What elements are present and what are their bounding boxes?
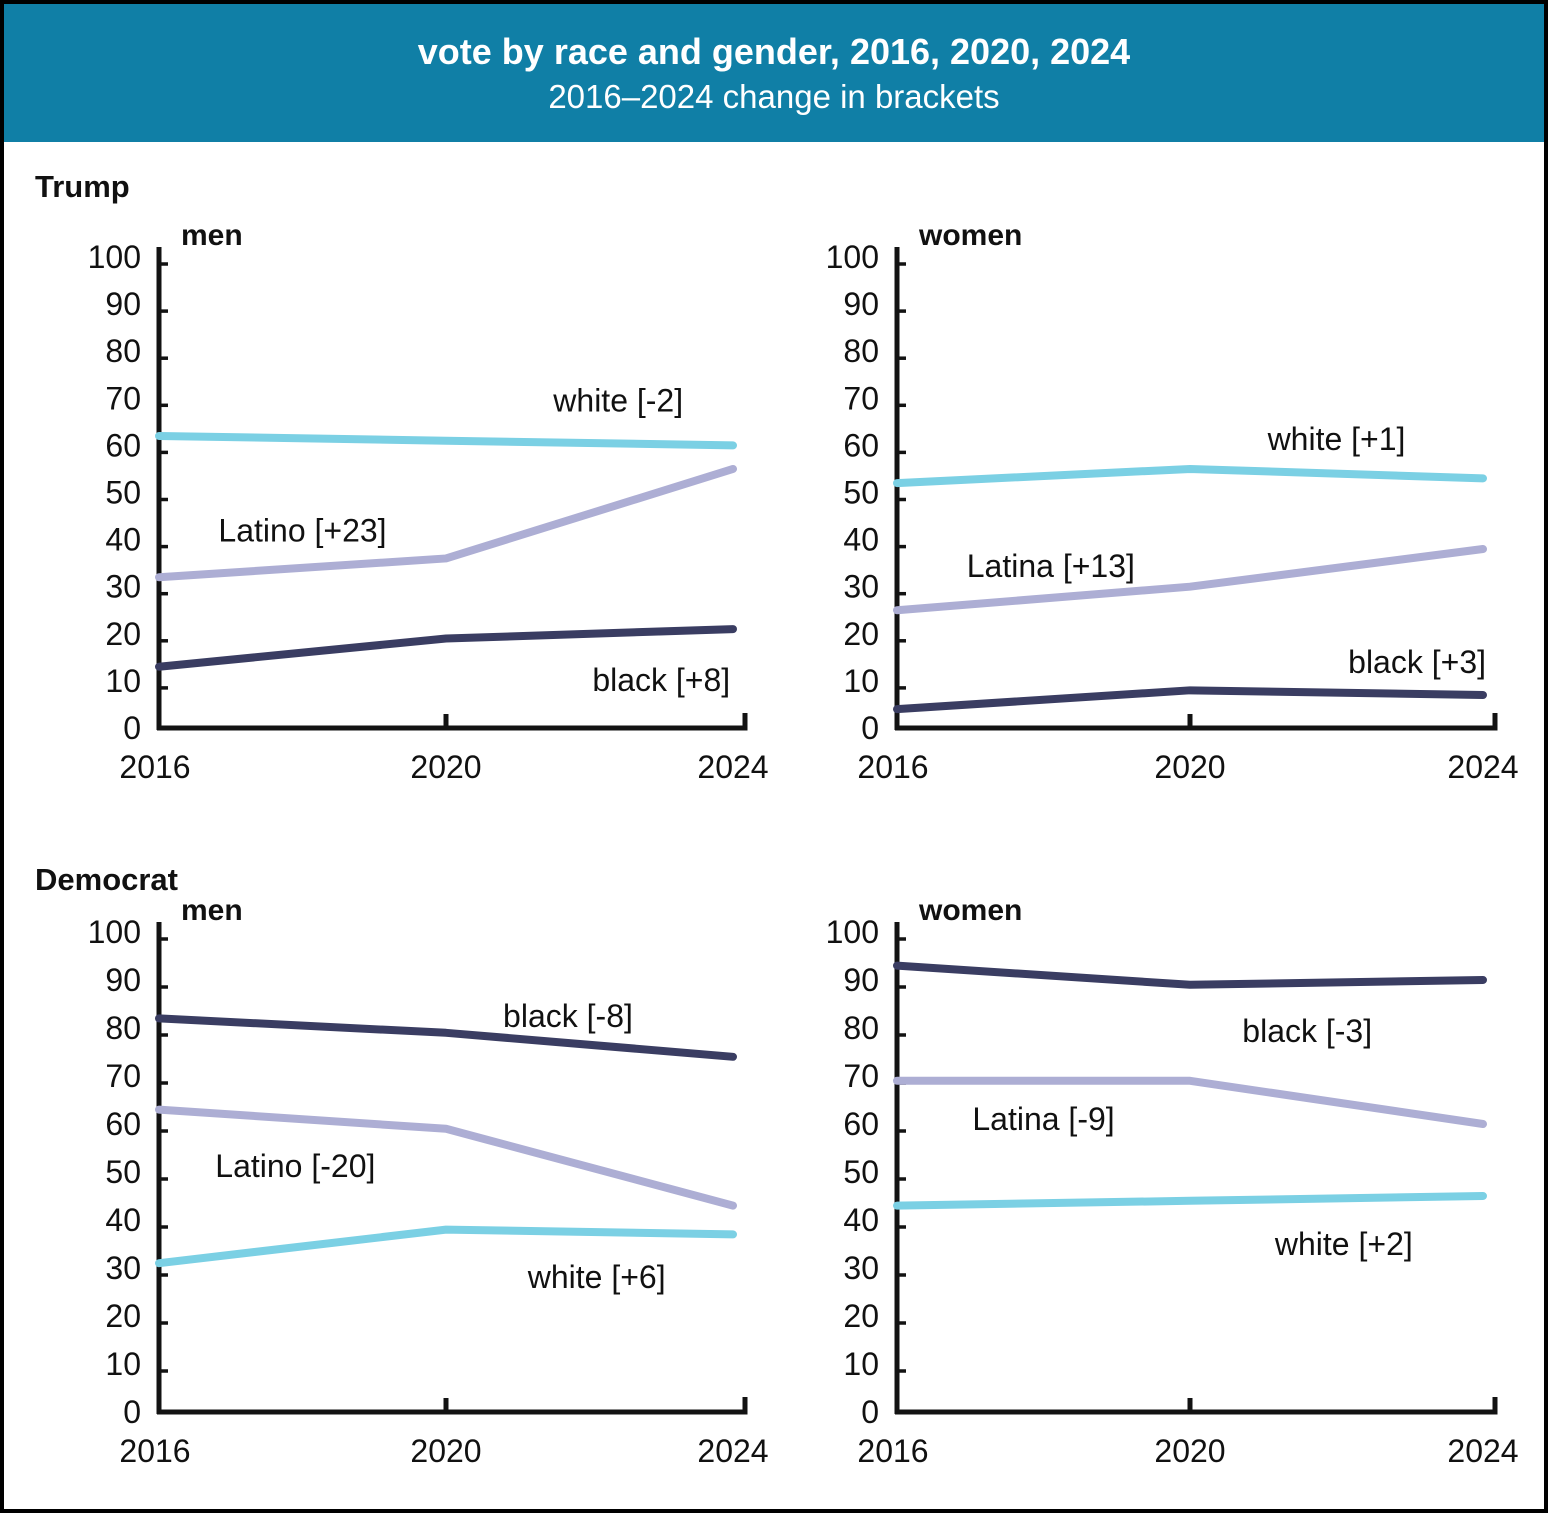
panel-democrat-men-y-tick-label: 80: [105, 1010, 141, 1046]
panel-democrat-women-y-tick-label: 100: [826, 914, 879, 950]
panel-democrat-women-y-tick-label: 80: [843, 1010, 879, 1046]
panel-democrat-men-annotation-white: white [+6]: [527, 1259, 666, 1295]
panel-trump-men-x-axis: [157, 713, 748, 731]
panel-democrat-men-x-tick-label: 2016: [119, 1433, 190, 1469]
header-band: vote by race and gender, 2016, 2020, 202…: [4, 4, 1544, 142]
panel-trump-women-x-axis: [895, 713, 1498, 731]
panel-trump-women-y-tick-label: 30: [843, 569, 879, 605]
panel-democrat-men-annotation-black: black [-8]: [503, 998, 633, 1034]
panel-democrat-women-line-white: [893, 1192, 1487, 1210]
panel-democrat-men-x-axis: [157, 1397, 748, 1415]
panel-trump-women-y-tick-label: 90: [843, 286, 879, 322]
panel-trump-women-y-tick-label: 60: [843, 427, 879, 463]
panel-trump-women-title: women: [918, 219, 1022, 252]
panel-trump-men-x-tick-label: 2016: [119, 749, 190, 785]
panel-democrat-men-y-tick-label: 0: [123, 1394, 141, 1430]
panel-democrat-women-y-tick-label: 20: [843, 1298, 879, 1334]
section-label-trump: Trump: [35, 169, 130, 204]
panel-democrat-women-x-tick-label: 2024: [1447, 1433, 1518, 1469]
panel-democrat-men-title: men: [181, 894, 243, 927]
panel-trump-women-y-tick-label: 20: [843, 616, 879, 652]
panel-trump-men-annotation-black: black [+8]: [592, 662, 730, 698]
panel-trump-men-title: men: [181, 219, 243, 252]
panel-trump-men-annotation-latino: Latino [+23]: [218, 513, 386, 549]
panel-democrat-women-annotation-white: white [+2]: [1274, 1226, 1413, 1262]
panel-trump-women-x-tick-label: 2016: [857, 749, 928, 785]
panel-trump-women-annotation-latina: Latina [+13]: [967, 548, 1135, 584]
section-label-democrat: Democrat: [35, 862, 178, 897]
panel-trump-women-x-tick-label: 2020: [1154, 749, 1225, 785]
panel-democrat-men-line-latino: [155, 1105, 737, 1210]
panel-trump-men-line-latino: [155, 464, 737, 582]
panel-democrat-men-y-tick-label: 50: [105, 1154, 141, 1190]
panel-democrat-men-x-tick-label: 2024: [697, 1433, 768, 1469]
panel-trump-women-y-tick-label: 100: [826, 239, 879, 275]
panel-trump-women-y-tick-label: 40: [843, 522, 879, 558]
panel-trump-women-annotation-black: black [+3]: [1348, 644, 1486, 680]
panel-democrat-men-y-tick-label: 30: [105, 1250, 141, 1286]
panel-trump-women-line-black: [893, 686, 1487, 714]
panel-democrat-women-y-tick-label: 40: [843, 1202, 879, 1238]
panel-trump-men-y-tick-label: 90: [105, 286, 141, 322]
panel-trump-men-y-tick-label: 40: [105, 522, 141, 558]
panel-democrat-women-annotation-black: black [-3]: [1242, 1013, 1372, 1049]
panel-democrat-women-y-tick-label: 0: [861, 1394, 879, 1430]
panel-democrat-men-y-tick-label: 60: [105, 1106, 141, 1142]
panel-trump-men-y-tick-label: 30: [105, 569, 141, 605]
panel-democrat-women-annotation-latina: Latina [-9]: [972, 1101, 1114, 1137]
panel-trump-women-x-tick-label: 2024: [1447, 749, 1518, 785]
panel-democrat-men-y-tick-label: 20: [105, 1298, 141, 1334]
page-subtitle: 2016–2024 change in brackets: [548, 77, 1000, 115]
panel-trump-men-x-tick-label: 2024: [697, 749, 768, 785]
panel-democrat-women-y-tick-label: 60: [843, 1106, 879, 1142]
panel-democrat-men-y-tick-label: 40: [105, 1202, 141, 1238]
panel-trump-men-y-tick-label: 60: [105, 427, 141, 463]
panel-trump-men-y-tick-label: 80: [105, 333, 141, 369]
panel-trump-women-annotation-white: white [+1]: [1267, 421, 1406, 457]
panel-trump-men-x-tick-label: 2020: [410, 749, 481, 785]
page-title: vote by race and gender, 2016, 2020, 202…: [417, 30, 1131, 72]
panel-trump-men-y-tick-label: 0: [123, 710, 141, 746]
panel-democrat-men-line-white: [155, 1225, 737, 1268]
panel-democrat-men-y-tick-label: 70: [105, 1058, 141, 1094]
panel-democrat-men-x-tick-label: 2020: [410, 1433, 481, 1469]
panel-trump-women-y-tick-label: 70: [843, 380, 879, 416]
panel-trump-women-line-latina: [893, 545, 1487, 615]
panel-democrat-women-title: women: [918, 894, 1022, 927]
panel-trump-women-y-tick-label: 50: [843, 475, 879, 511]
panel-democrat-men-annotation-latino: Latino [-20]: [215, 1148, 375, 1184]
panel-trump-men-y-tick-label: 70: [105, 380, 141, 416]
panel-democrat-women-y-tick-label: 10: [843, 1346, 879, 1382]
panel-trump-men-line-black: [155, 625, 737, 671]
panel-trump-women-line-white: [893, 464, 1487, 488]
panel-trump-women-y-tick-label: 0: [861, 710, 879, 746]
panel-democrat-women-y-tick-label: 50: [843, 1154, 879, 1190]
panel-trump-men-annotation-white: white [-2]: [552, 383, 683, 419]
panel-democrat-women-x-tick-label: 2020: [1154, 1433, 1225, 1469]
panel-democrat-women-x-axis: [895, 1397, 1498, 1415]
panel-democrat-women-line-latina: [893, 1076, 1487, 1128]
panel-trump-women-y-tick-label: 10: [843, 663, 879, 699]
panel-democrat-women-x-tick-label: 2016: [857, 1433, 928, 1469]
panel-democrat-women-y-tick-label: 90: [843, 962, 879, 998]
panel-trump-men-line-white: [155, 431, 737, 450]
panel-democrat-women-y-tick-label: 30: [843, 1250, 879, 1286]
panel-democrat-women-line-black: [893, 961, 1487, 989]
panel-democrat-men-y-tick-label: 100: [88, 914, 141, 950]
panel-trump-women-y-tick-label: 80: [843, 333, 879, 369]
panel-democrat-men-y-tick-label: 90: [105, 962, 141, 998]
panel-democrat-men-y-tick-label: 10: [105, 1346, 141, 1382]
panel-democrat-women-y-tick-label: 70: [843, 1058, 879, 1094]
panel-democrat-men-line-black: [155, 1014, 737, 1061]
panel-trump-men-y-tick-label: 50: [105, 475, 141, 511]
panel-trump-men-y-tick-label: 100: [88, 239, 141, 275]
panel-trump-men-y-tick-label: 20: [105, 616, 141, 652]
panel-trump-men-y-tick-label: 10: [105, 663, 141, 699]
